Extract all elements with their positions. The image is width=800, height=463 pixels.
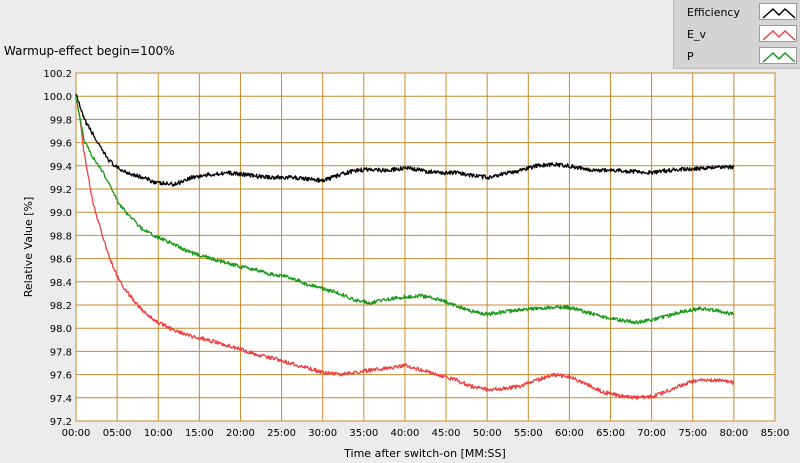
y-tick-label: 97.6: [50, 371, 72, 382]
grid: [75, 72, 776, 422]
x-tick-label: 25:00: [267, 428, 296, 439]
x-tick-label: 20:00: [226, 428, 255, 439]
y-tick-label: 100.2: [43, 69, 72, 80]
x-tick-label: 60:00: [555, 428, 584, 439]
legend-item-ev[interactable]: E_v: [674, 23, 800, 44]
x-tick-label: 70:00: [637, 428, 666, 439]
x-tick-label: 40:00: [391, 428, 420, 439]
legend-label-efficiency: Efficiency: [687, 6, 740, 19]
legend-swatch-ev: [759, 25, 797, 42]
x-tick-label: 15:00: [185, 428, 214, 439]
legend-item-p[interactable]: P: [674, 45, 800, 66]
tick-labels: 00:00 05:00 10:00 15:00 20:00 25:00 30:00 35:00…: [43, 69, 789, 439]
x-tick-label: 30:00: [308, 428, 337, 439]
legend-swatch-p: [759, 47, 797, 64]
y-tick-label: 98.0: [50, 324, 72, 335]
legend-item-efficiency[interactable]: Efficiency: [674, 1, 800, 22]
legend-swatch-efficiency: [759, 3, 797, 20]
y-tick-label: 99.8: [50, 115, 72, 126]
legend-label-p: P: [687, 50, 694, 63]
y-tick-label: 97.4: [50, 394, 72, 405]
x-tick-label: 80:00: [719, 428, 748, 439]
x-tick-label: 50:00: [473, 428, 502, 439]
x-tick-label: 00:00: [62, 428, 91, 439]
y-tick-label: 99.2: [50, 185, 72, 196]
series-line-e-v: [75, 96, 735, 400]
x-tick-label: 10:00: [144, 428, 173, 439]
y-tick-label: 98.2: [50, 301, 72, 312]
y-tick-label: 99.4: [50, 162, 72, 173]
series-lines: [75, 93, 735, 400]
y-tick-label: 98.4: [50, 278, 72, 289]
series-line-efficiency: [75, 93, 735, 187]
x-tick-label: 75:00: [678, 428, 707, 439]
legend[interactable]: Efficiency E_v P: [673, 0, 800, 69]
chart-title: Warmup-effect begin=100%: [4, 44, 175, 58]
series-line-p: [75, 96, 735, 325]
y-tick-label: 97.8: [50, 347, 72, 358]
x-tick-label: 05:00: [103, 428, 132, 439]
y-tick-label: 97.2: [50, 417, 72, 428]
y-tick-label: 99.6: [50, 139, 72, 150]
x-tick-label: 55:00: [514, 428, 543, 439]
x-tick-label: 45:00: [432, 428, 461, 439]
y-tick-label: 98.6: [50, 255, 72, 266]
x-axis-label: Time after switch-on [MM:SS]: [343, 447, 506, 460]
legend-label-ev: E_v: [687, 28, 706, 41]
y-tick-label: 98.8: [50, 231, 72, 242]
x-tick-label: 65:00: [596, 428, 625, 439]
x-tick-label: 85:00: [761, 428, 790, 439]
y-tick-label: 99.0: [50, 208, 72, 219]
x-tick-label: 35:00: [349, 428, 378, 439]
y-axis-label: Relative Value [%]: [22, 197, 35, 298]
y-tick-label: 100.0: [43, 92, 72, 103]
